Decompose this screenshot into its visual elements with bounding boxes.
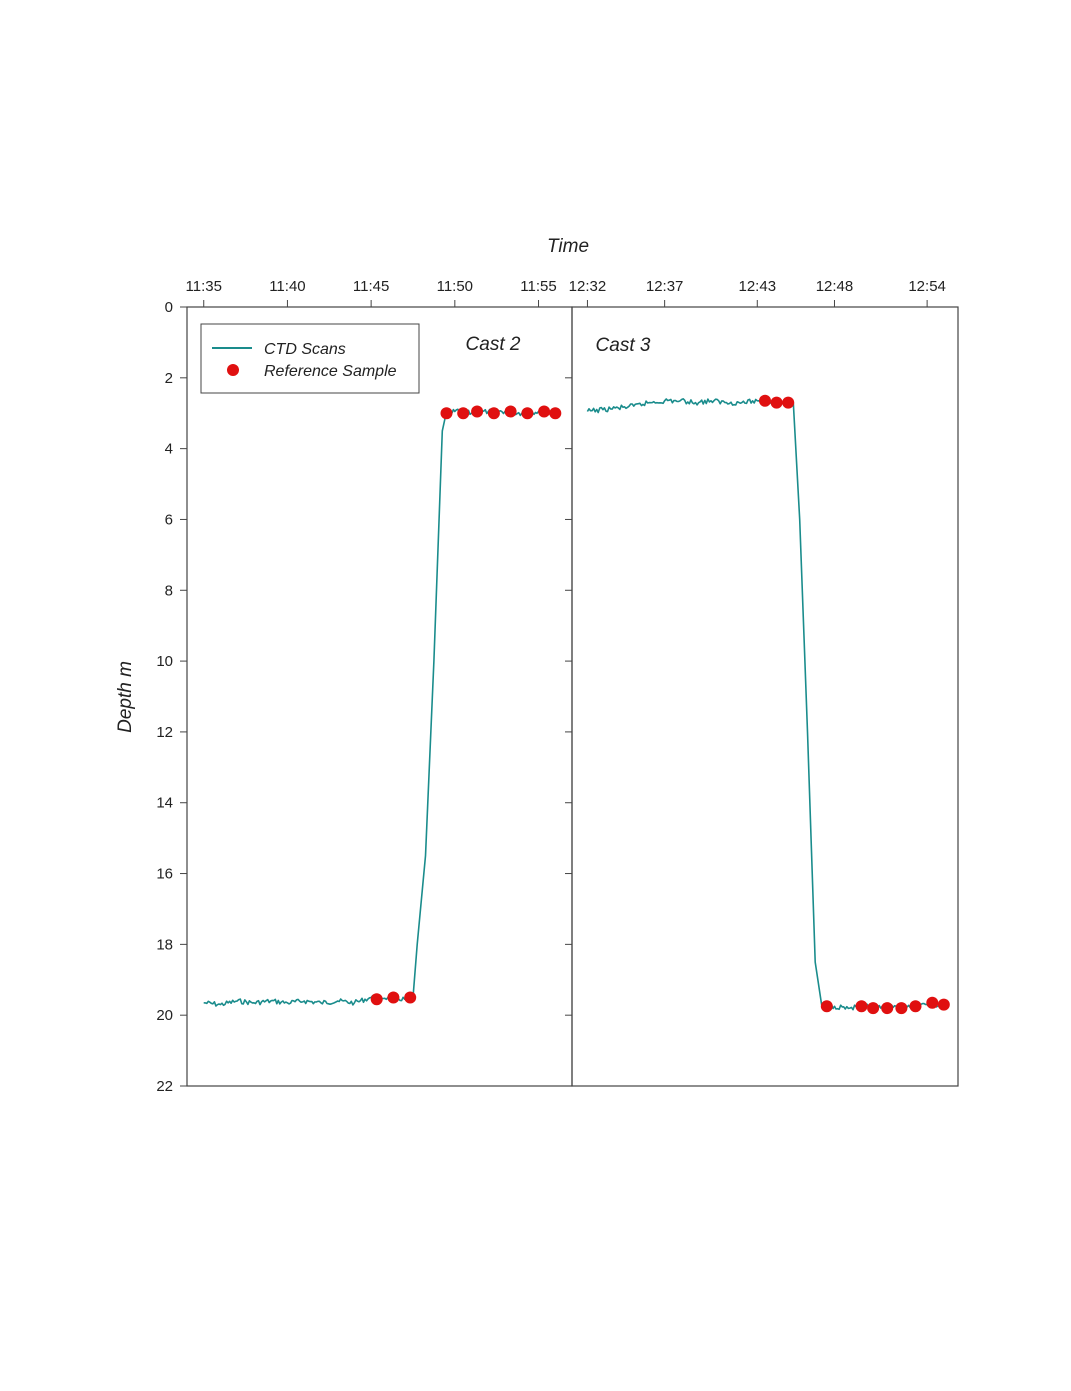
reference-sample-point: [370, 993, 383, 1006]
y-tick-label: 2: [165, 370, 173, 387]
legend-dot-swatch: [227, 364, 239, 376]
y-axis-title: Depth m: [115, 661, 136, 733]
legend-label-reference: Reference Sample: [264, 363, 397, 380]
ctd-scan-line-cast-2: [203, 408, 556, 1007]
axis-labels: Time Depth m Cast 2 Cast 3: [115, 236, 651, 733]
reference-sample-point: [487, 407, 500, 420]
x-tick-label: 11:35: [186, 278, 222, 295]
reference-sample-point: [770, 396, 783, 409]
reference-sample-point: [504, 405, 517, 418]
reference-sample-point: [782, 396, 795, 409]
reference-sample-point: [457, 407, 470, 420]
x-tick-label: 12:32: [569, 278, 607, 295]
reference-sample-point: [926, 996, 939, 1009]
y-tick-label: 16: [156, 866, 173, 883]
ctd-scan-line-cast-3: [586, 398, 943, 1011]
legend-label-ctd: CTD Scans: [264, 341, 346, 358]
panel-frame-2: [186, 306, 573, 1087]
y-tick-label: 12: [156, 724, 173, 741]
reference-sample-point: [549, 407, 562, 420]
reference-sample-point: [471, 405, 484, 418]
reference-sample-point: [440, 407, 453, 420]
reference-sample-point: [895, 1002, 908, 1015]
reference-sample-point: [909, 1000, 922, 1013]
x-tick-label: 12:43: [739, 278, 777, 295]
reference-sample-point: [759, 394, 771, 407]
reference-sample-point: [521, 407, 534, 420]
panel-label-cast-2: Cast 2: [466, 334, 521, 355]
axis-ticks: 0 2 4 6 8 10 12 14 16 18 20 22 11:35 11:40 11:45 11:50 1…: [156, 278, 946, 1095]
x-tick-label: 11:50: [437, 278, 473, 295]
y-tick-label: 10: [156, 653, 173, 670]
reference-sample-point: [881, 1002, 894, 1015]
y-tick-label: 6: [165, 511, 173, 528]
reference-sample-point: [855, 1000, 868, 1013]
x-tick-label: 11:45: [353, 278, 389, 295]
panel-frames: [186, 306, 959, 1087]
reference-sample-point: [820, 1000, 833, 1013]
reference-sample-point: [937, 998, 950, 1011]
y-tick-label: 0: [165, 299, 173, 316]
reference-sample-point: [404, 991, 417, 1004]
legend: CTD Scans Reference Sample: [200, 323, 420, 394]
x-axis-title: Time: [547, 236, 589, 257]
y-tick-label: 4: [165, 441, 173, 458]
y-tick-label: 18: [156, 936, 173, 953]
y-tick-label: 14: [156, 795, 173, 812]
legend-box: [200, 323, 420, 394]
x-tick-label: 11:40: [269, 278, 305, 295]
reference-sample-point: [387, 991, 400, 1004]
data-series: [203, 394, 950, 1015]
x-tick-label: 11:55: [520, 278, 556, 295]
panel-label-cast-3: Cast 3: [596, 335, 651, 356]
x-tick-label: 12:54: [908, 278, 946, 295]
y-tick-label: 22: [156, 1078, 173, 1095]
reference-sample-point: [538, 405, 551, 418]
panel-frame-3: [571, 306, 959, 1087]
reference-sample-point: [867, 1002, 880, 1015]
y-tick-label: 8: [165, 582, 173, 599]
y-tick-label: 20: [156, 1007, 173, 1024]
x-tick-label: 12:48: [816, 278, 854, 295]
x-tick-label: 12:37: [646, 278, 684, 295]
